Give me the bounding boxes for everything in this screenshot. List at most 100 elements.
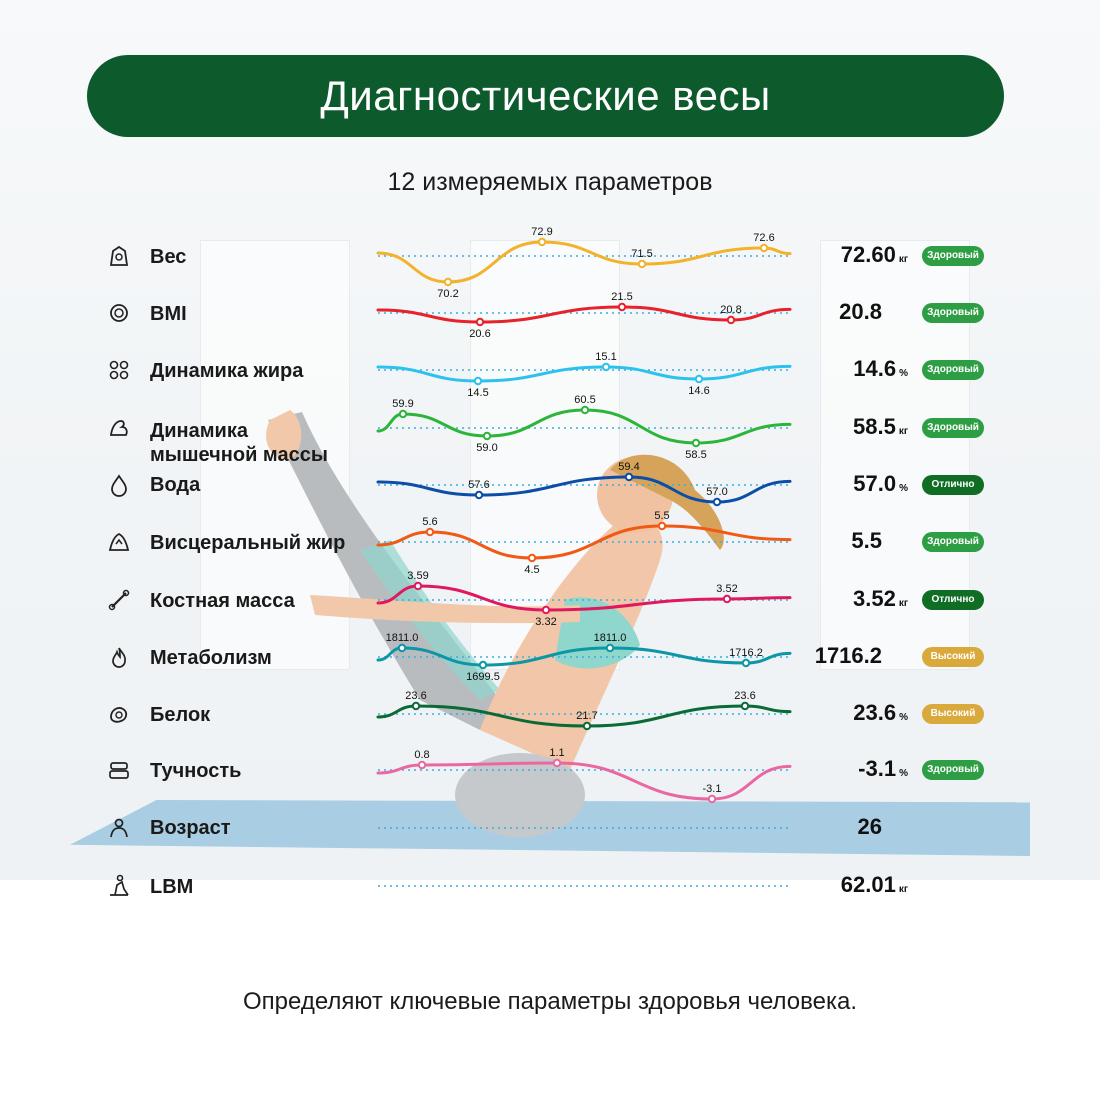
parameter-value: 3.52 кг [790,586,908,612]
parameter-label: Вес [150,246,187,268]
data-point-label: 5.6 [422,516,437,528]
parameter-curve [376,364,792,383]
parameter-unit: кг [898,426,908,437]
parameter-value: 72.60 кг [790,242,908,268]
parameter-label: Возраст [150,817,231,839]
parameter-value: 26 [790,814,882,840]
data-point-label: 1811.0 [594,632,627,644]
parameter-value: 1716.2 [790,643,882,669]
data-point [726,315,736,325]
parameter-unit: % [899,368,908,379]
data-point-label: 1811.0 [386,632,419,644]
scale-icon [106,243,132,269]
data-point-label: 4.5 [524,564,539,576]
data-point-label: 20.6 [469,328,490,340]
parameter-curve [376,240,792,284]
data-point [413,581,423,591]
data-point [482,431,492,441]
status-badge: Здоровый [922,360,984,380]
data-point [411,701,421,711]
parameter-value: 58.5 кг [790,414,908,440]
data-point-label: 60.5 [574,394,595,406]
parameter-label: Динамика жира [150,360,304,382]
data-point [474,490,484,500]
data-point [740,701,750,711]
parameter-label: Костная масса [150,590,295,612]
data-point-label: 23.6 [734,690,755,702]
parameter-value: 14.6% [790,356,908,382]
status-badge: Отлично [922,475,984,495]
parameter-label: Висцеральный жир [150,532,346,554]
data-point [397,643,407,653]
parameter-curve [376,305,792,324]
parameter-value-number: 20.8 [839,299,882,324]
data-point-label: 21.7 [576,710,597,722]
data-point [417,760,427,770]
parameter-value-number: 58.5 [853,414,896,439]
data-point-label: 1699.5 [466,671,500,683]
parameter-label: Тучность [150,760,242,782]
parameter-label: Вода [150,474,201,496]
data-point [478,660,488,670]
data-point-label: 5.5 [654,510,669,522]
data-point [425,527,435,537]
status-badge: Здоровый [922,532,984,552]
data-point [537,237,547,247]
data-point [527,553,537,563]
data-point-label: 15.1 [595,351,616,363]
parameter-label: Белок [150,704,211,726]
status-badge: Высокий [922,704,984,724]
status-badge: Здоровый [922,246,984,266]
data-point-label: 3.52 [716,583,737,595]
parameter-curve [376,408,792,445]
data-point [637,259,647,269]
data-point [712,497,722,507]
data-point [624,472,634,482]
data-point-label: 1.1 [549,747,564,759]
parameter-value: 57.0% [790,471,908,497]
parameter-value-number: 26 [857,814,882,839]
status-badge: Здоровый [922,418,984,438]
data-point-label: 71.5 [631,248,652,260]
data-point [691,438,701,448]
data-point [601,362,611,372]
parameter-unit: % [899,768,908,779]
data-point [741,658,751,668]
parameter-unit: кг [898,598,908,609]
parameter-value-number: 1716.2 [814,643,882,668]
status-badge: Здоровый [922,760,984,780]
parameter-unit: кг [898,254,908,265]
data-point-label: 59.0 [476,442,497,454]
parameter-value-number: 62.01 [840,872,896,897]
data-point-label: 14.5 [467,387,488,399]
data-point [473,376,483,386]
parameter-value-number: 72.60 [840,242,896,267]
visceral-fat-icon [106,529,132,555]
data-point [541,605,551,615]
muscle-icon [106,415,132,441]
data-point [443,277,453,287]
status-badge: Здоровый [922,303,984,323]
parameter-value-number: 57.0 [853,471,897,496]
data-point-label: 21.5 [611,291,632,303]
data-point-label: 1716.2 [729,647,763,659]
parameter-value-number: 5.5 [851,528,882,553]
page-subtitle: 12 измеряемых параметров [387,168,713,196]
data-point-label: 58.5 [685,449,706,461]
status-badge: Высокий [922,647,984,667]
protein-icon [106,701,132,727]
lbm-icon [106,873,132,899]
parameter-unit: % [899,712,908,723]
page-title: Диагностические весы [87,55,1004,137]
parameter-curve [376,475,792,504]
age-icon [106,815,132,841]
data-point-label: 20.8 [720,304,741,316]
data-point [398,409,408,419]
parameter-label: Динамика мышечной массы [150,420,328,466]
data-point-label: -3.1 [703,783,722,795]
data-point [580,405,590,415]
data-point-label: 59.4 [618,461,639,473]
data-point [605,643,615,653]
parameter-value: -3.1% [790,756,908,782]
water-icon [106,472,132,498]
